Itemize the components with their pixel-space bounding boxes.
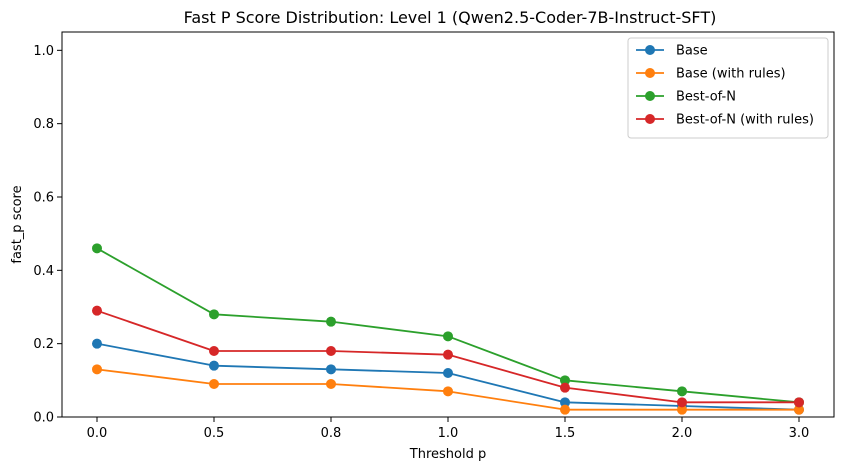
- series-line-2: [96, 247, 800, 404]
- legend-swatch-marker: [645, 68, 655, 78]
- data-point: [677, 404, 687, 415]
- data-point: [560, 382, 570, 393]
- data-point: [326, 316, 336, 327]
- plot-frame: [61, 31, 835, 418]
- y-tick-label: 0.6: [33, 191, 54, 206]
- x-tick-label: 0.0: [87, 426, 108, 441]
- data-point: [209, 379, 219, 389]
- legend-swatch-marker: [645, 114, 655, 124]
- legend-swatch-marker: [645, 45, 655, 55]
- data-point: [560, 397, 570, 408]
- data-point: [209, 309, 219, 320]
- x-tick-label: 0.8: [321, 426, 342, 441]
- data-point: [677, 397, 687, 408]
- y-tick-label: 0.8: [33, 117, 54, 132]
- data-point: [92, 364, 102, 375]
- data-point: [326, 364, 336, 375]
- data-point: [92, 338, 102, 349]
- legend-label: Base: [676, 44, 708, 59]
- data-point: [443, 349, 453, 360]
- data-point: [326, 379, 336, 389]
- y-tick-label: 0.2: [33, 337, 54, 352]
- legend-label: Best-of-N: [676, 90, 736, 105]
- x-tick-label: 1.5: [555, 426, 576, 441]
- y-tick-label: 0.4: [33, 264, 54, 279]
- data-point: [92, 243, 102, 254]
- legend: Base Base (with rules) Best-of-N Best-of-N …: [627, 37, 829, 139]
- data-point: [209, 346, 219, 356]
- x-tick-label: 2.0: [672, 426, 693, 441]
- data-point: [560, 375, 570, 386]
- data-point: [443, 331, 453, 342]
- data-point: [560, 404, 570, 415]
- legend-label: Base (with rules): [676, 67, 786, 82]
- plot-area: 0.0 0.5 0.8 1.0 1.5 2.0 3.0 0.0 0.2 0.4 0.6 0.8 1.0: [33, 44, 809, 441]
- x-axis-label: Threshold p: [409, 447, 486, 462]
- data-point: [209, 360, 219, 371]
- legend-swatch-marker: [645, 91, 655, 101]
- chart-title: Fast P Score Distribution: Level 1 (Qwen…: [184, 8, 717, 27]
- data-point: [677, 386, 687, 397]
- legend-box: [627, 37, 829, 139]
- x-tick-label: 1.0: [438, 426, 459, 441]
- x-tick-label: 0.5: [204, 426, 225, 441]
- data-point: [443, 368, 453, 378]
- data-point: [794, 397, 804, 408]
- y-axis-label: fast_p score: [10, 185, 25, 263]
- data-point: [326, 346, 336, 356]
- y-tick-label: 0.0: [33, 411, 54, 426]
- data-point: [443, 386, 453, 397]
- data-point: [794, 404, 804, 415]
- legend-label: Best-of-N (with rules): [676, 113, 814, 128]
- x-tick-label: 3.0: [789, 426, 810, 441]
- data-point: [92, 305, 102, 316]
- y-tick-label: 1.0: [33, 44, 54, 59]
